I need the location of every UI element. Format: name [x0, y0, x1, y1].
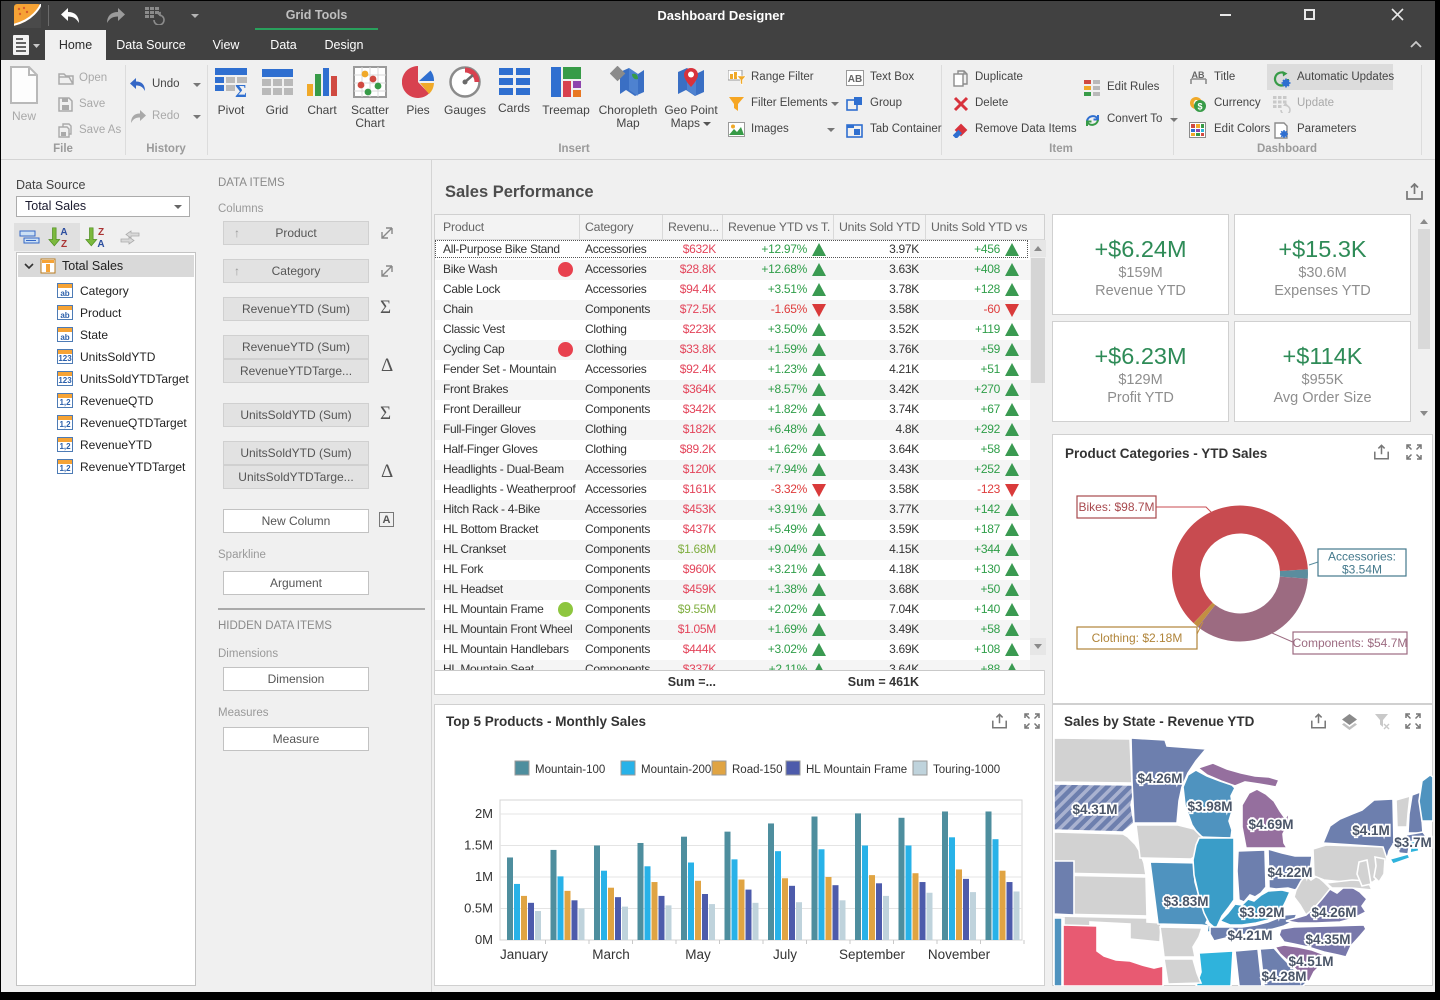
- svg-text:Z: Z: [98, 227, 104, 238]
- svg-text:Σ: Σ: [235, 81, 247, 98]
- svg-text:$4.35M: $4.35M: [1305, 932, 1350, 947]
- svg-text:July: July: [773, 947, 797, 962]
- svg-text:2M: 2M: [475, 806, 493, 821]
- svg-text:A: A: [60, 227, 67, 238]
- svg-text:AB: AB: [1192, 70, 1205, 80]
- svg-text:Road-150: Road-150: [732, 764, 783, 776]
- svg-text:Touring-1000: Touring-1000: [933, 764, 1000, 776]
- svg-text:1.5M: 1.5M: [464, 838, 493, 853]
- svg-text:$4.31M: $4.31M: [1072, 802, 1117, 817]
- svg-text:$4.28M: $4.28M: [1261, 969, 1306, 984]
- svg-text:$3.54M: $3.54M: [1342, 563, 1382, 577]
- svg-text:$3.98M: $3.98M: [1187, 799, 1232, 814]
- svg-text:$4.21M: $4.21M: [1227, 928, 1272, 943]
- svg-text:$4.51M: $4.51M: [1288, 954, 1333, 969]
- svg-text:September: September: [839, 947, 906, 962]
- svg-text:0M: 0M: [475, 932, 493, 947]
- svg-text:1M: 1M: [475, 869, 493, 884]
- svg-text:$: $: [1197, 102, 1202, 112]
- svg-text:Mountain-200: Mountain-200: [641, 764, 711, 776]
- svg-text:$3.7M: $3.7M: [1394, 835, 1432, 850]
- svg-text:Mountain-100: Mountain-100: [535, 764, 605, 776]
- svg-text:AB: AB: [848, 74, 862, 85]
- svg-text:$4.22M: $4.22M: [1267, 865, 1312, 880]
- svg-text:0.5M: 0.5M: [464, 901, 493, 916]
- svg-text:January: January: [500, 947, 548, 962]
- svg-text:Z: Z: [61, 239, 67, 248]
- svg-text:$4.26M: $4.26M: [1311, 905, 1356, 920]
- svg-text:$3.92M: $3.92M: [1239, 905, 1284, 920]
- svg-text:Accessories:: Accessories:: [1328, 550, 1396, 564]
- svg-text:A: A: [97, 239, 104, 248]
- svg-text:HL Mountain Frame: HL Mountain Frame: [806, 764, 907, 776]
- svg-text:Clothing: $2.18M: Clothing: $2.18M: [1092, 631, 1183, 645]
- svg-text:May: May: [685, 947, 711, 962]
- svg-text:Bikes: $98.7M: Bikes: $98.7M: [1078, 500, 1154, 514]
- svg-text:$4.69M: $4.69M: [1248, 817, 1293, 832]
- svg-text:Components: $54.7M: Components: $54.7M: [1293, 636, 1408, 650]
- svg-text:$4.1M: $4.1M: [1352, 823, 1390, 838]
- svg-text:November: November: [928, 947, 991, 962]
- svg-text:$4.26M: $4.26M: [1137, 771, 1182, 786]
- svg-text:March: March: [592, 947, 630, 962]
- svg-text:$3.83M: $3.83M: [1163, 894, 1208, 909]
